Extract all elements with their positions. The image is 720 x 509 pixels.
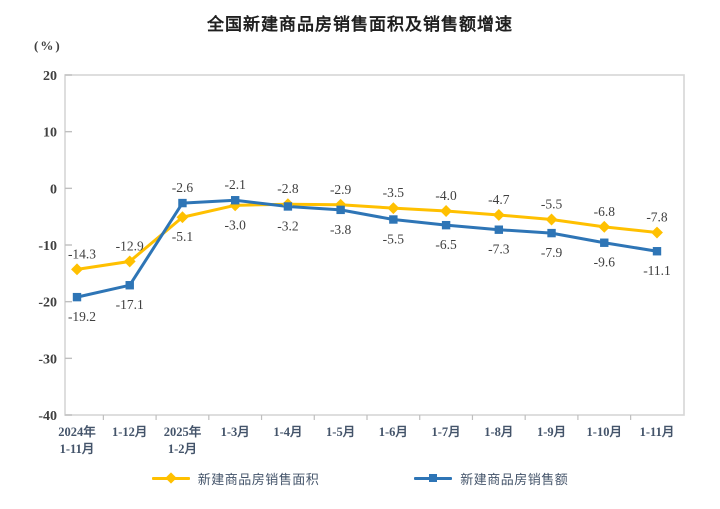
data-point-marker-diamond xyxy=(440,205,453,217)
y-axis-tick-label: 20 xyxy=(43,69,57,84)
series-line-1 xyxy=(75,198,659,299)
x-axis-category-label: 1-9月 xyxy=(537,425,566,439)
data-value-label: -5.1 xyxy=(172,229,193,244)
chart-title: 全国新建商品房销售面积及销售额增速 xyxy=(207,15,513,34)
diamond-marker-icon xyxy=(165,472,177,484)
y-axis-tick-label: 10 xyxy=(43,126,57,141)
data-value-label: -2.9 xyxy=(330,182,352,197)
plot-border xyxy=(64,74,685,416)
x-axis-category-label: 1-6月 xyxy=(379,425,408,439)
y-axis-tick-label: 0 xyxy=(50,182,57,197)
data-point-marker-square xyxy=(494,225,504,234)
data-point-marker-diamond xyxy=(176,211,189,224)
data-value-label: -7.8 xyxy=(646,210,668,225)
data-point-marker-square xyxy=(441,220,451,230)
data-value-label: -2.8 xyxy=(277,181,299,196)
data-point-marker-square xyxy=(600,238,609,247)
data-point-marker-diamond xyxy=(545,213,558,226)
data-value-label: -4.7 xyxy=(488,192,510,207)
data-point-marker-square xyxy=(230,196,240,205)
data-value-label: -3.0 xyxy=(224,217,246,232)
data-point-marker-diamond xyxy=(492,209,505,221)
x-axis-category-label: 1-7月 xyxy=(432,425,461,439)
data-value-label: -3.5 xyxy=(383,185,405,200)
data-point-marker-square xyxy=(547,228,556,238)
legend-label-sales-area: 新建商品房销售面积 xyxy=(197,471,320,487)
legend-item-sales-amount: 新建商品房销售额 xyxy=(414,469,568,488)
square-marker-icon xyxy=(429,474,438,482)
data-point-marker-square xyxy=(72,292,82,302)
data-point-marker-diamond xyxy=(387,202,400,215)
x-axis-category-label: 1-12月 xyxy=(112,425,147,439)
y-axis-tick-label: -20 xyxy=(38,296,57,311)
data-point-marker-square xyxy=(178,198,187,208)
x-axis-category-label: 2025年 1-2月 xyxy=(164,424,202,456)
data-point-marker-square xyxy=(389,215,398,224)
data-value-label: -3.8 xyxy=(330,222,352,237)
data-value-label: -11.1 xyxy=(643,263,671,278)
data-value-label: -2.6 xyxy=(172,180,194,195)
legend-label-sales-amount: 新建商品房销售额 xyxy=(460,471,569,487)
y-axis-tick-label: -30 xyxy=(38,352,57,367)
series-line-0 xyxy=(75,202,659,271)
data-value-label: -2.1 xyxy=(224,177,245,192)
y-axis-tick-label: -40 xyxy=(38,409,57,424)
x-axis-category-label: 1-5月 xyxy=(326,425,355,439)
data-value-label: -5.5 xyxy=(541,197,563,212)
legend-line-sample xyxy=(151,472,190,484)
data-point-marker-square xyxy=(652,247,662,256)
data-point-marker-diamond xyxy=(71,263,83,276)
data-value-label: -6.5 xyxy=(435,237,457,252)
chart-legend: 新建商品房销售面积 新建商品房销售额 xyxy=(0,467,720,489)
data-value-label: -7.3 xyxy=(488,242,510,257)
x-axis-category-label: 1-10月 xyxy=(587,425,622,439)
x-axis-category-label: 1-8月 xyxy=(484,425,513,439)
x-axis-category-label: 1-11月 xyxy=(640,425,675,439)
x-axis-category-label: 1-4月 xyxy=(273,425,302,439)
data-value-label: -7.9 xyxy=(541,245,563,260)
data-point-marker-diamond xyxy=(651,226,663,239)
data-point-marker-diamond xyxy=(598,220,611,233)
legend-item-sales-area: 新建商品房销售面积 xyxy=(151,469,320,488)
data-value-label: -14.3 xyxy=(68,246,96,261)
data-value-label: -12.9 xyxy=(116,238,144,253)
data-value-label: -4.0 xyxy=(435,188,457,203)
data-value-label: -5.5 xyxy=(383,232,405,247)
x-axis-category-label: 1-3月 xyxy=(221,425,250,439)
data-point-marker-square xyxy=(125,281,134,290)
y-axis-unit-label: (%) xyxy=(34,38,62,53)
data-point-marker-square xyxy=(336,205,345,215)
data-value-label: -17.1 xyxy=(116,297,144,312)
data-point-marker-square xyxy=(283,202,293,211)
data-value-label: -19.2 xyxy=(68,309,96,324)
x-axis-category-label: 2024年 1-11月 xyxy=(58,424,96,456)
data-value-label: -6.8 xyxy=(594,204,616,219)
legend-line-sample xyxy=(414,474,453,482)
y-axis-tick-label: -10 xyxy=(38,239,57,254)
data-value-label: -9.6 xyxy=(594,255,616,270)
data-value-label: -3.2 xyxy=(277,218,298,233)
